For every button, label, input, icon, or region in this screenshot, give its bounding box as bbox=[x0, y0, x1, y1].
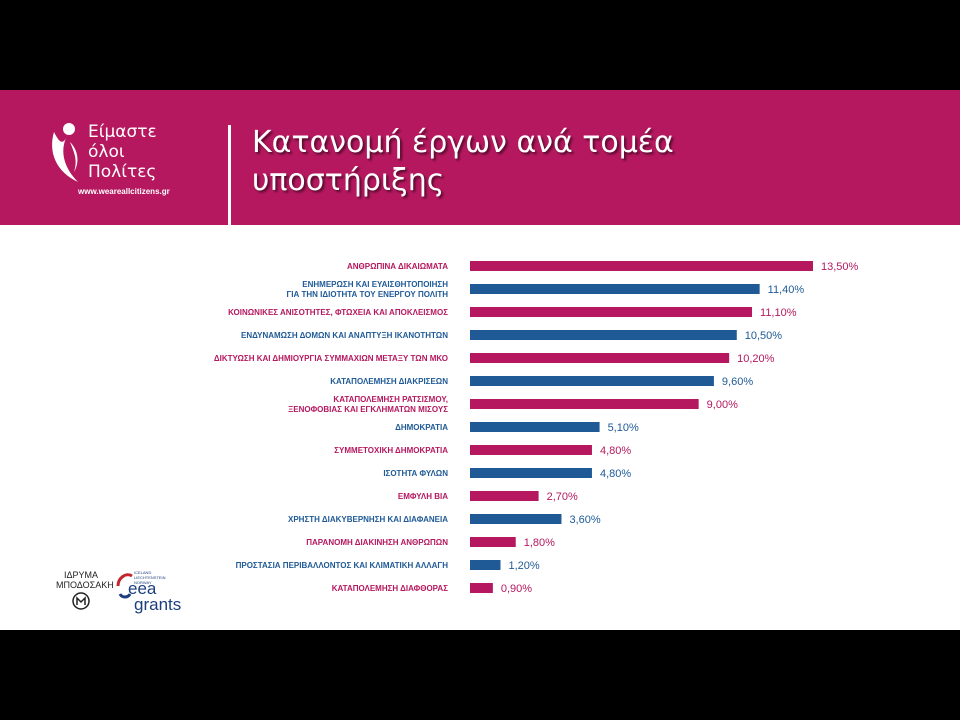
logo-url: www.weareallcitizens.gr bbox=[78, 187, 170, 196]
bar bbox=[470, 445, 592, 455]
category-label: ΠΑΡΑΝΟΜΗ ΔΙΑΚΙΝΗΣΗ ΑΝΘΡΩΠΩΝ bbox=[306, 538, 448, 547]
bar-value-label: 4,80% bbox=[600, 468, 631, 480]
category-label: ΕΝΔΥΝΑΜΩΣΗ ΔΟΜΩΝ ΚΑΙ ΑΝΑΠΤΥΞΗ ΙΚΑΝΟΤΗΤΩΝ bbox=[241, 331, 448, 340]
category-label: ΚΑΤΑΠΟΛΕΜΗΣΗ ΔΙΑΦΘΟΡΑΣ bbox=[332, 584, 448, 593]
bar bbox=[470, 330, 737, 340]
eea-grants-mark-icon bbox=[116, 573, 133, 599]
bar bbox=[470, 560, 501, 570]
category-label: ΞΕΝΟΦΟΒΙΑΣ ΚΑΙ ΕΓΚΛΗΜΑΤΩΝ ΜΙΣΟΥΣ bbox=[288, 405, 448, 414]
eea-grants-logo: ICELAND LIECHTENSTEIN NORWAY eea grants bbox=[114, 568, 194, 616]
idryma-line-2: ΜΠΟΔΟΣΑΚΗ bbox=[56, 580, 114, 590]
bar-value-label: 0,90% bbox=[501, 583, 532, 595]
bar bbox=[470, 353, 730, 363]
figure-logo-icon bbox=[52, 123, 78, 182]
bar-value-label: 11,10% bbox=[760, 307, 797, 319]
grants-text: grants bbox=[134, 595, 182, 614]
logo-line-2: όλοι bbox=[88, 142, 125, 162]
category-label: ΓΙΑ ΤΗΝ ΙΔΙΟΤΗΤΑ ΤΟΥ ΕΝΕΡΓΟΥ ΠΟΛΙΤΗ bbox=[286, 290, 448, 299]
bar-value-label: 1,20% bbox=[508, 560, 539, 572]
header-banner: Είμαστε όλοι Πολίτες www.weareallcitizen… bbox=[0, 90, 960, 225]
category-label: ΚΟΙΝΩΝΙΚΕΣ ΑΝΙΣΟΤΗΤΕΣ, ΦΤΩΧΕΙΑ ΚΑΙ ΑΠΟΚΛ… bbox=[228, 308, 448, 317]
bar-value-label: 5,10% bbox=[608, 422, 639, 434]
logo-line-1: Είμαστε bbox=[88, 122, 157, 142]
weareallcitizens-logo: Είμαστε όλοι Πολίτες www.weareallcitizen… bbox=[48, 118, 198, 203]
page-title: Κατανομή έργων ανά τομέα υποστήριξης bbox=[252, 124, 812, 200]
category-label: ΙΣΟΤΗΤΑ ΦΥΛΩΝ bbox=[383, 469, 448, 478]
eea-small-text: ICELAND LIECHTENSTEIN NORWAY bbox=[134, 570, 166, 585]
bar bbox=[470, 399, 699, 409]
bar bbox=[470, 284, 760, 294]
bar-value-label: 4,80% bbox=[600, 445, 631, 457]
category-label: ΣΥΜΜΕΤΟΧΙΚΗ ΔΗΜΟΚΡΑΤΙΑ bbox=[334, 446, 448, 455]
category-label: ΕΜΦΥΛΗ ΒΙΑ bbox=[398, 492, 448, 501]
bar-value-label: 9,00% bbox=[707, 399, 738, 411]
category-label: ΧΡΗΣΤΗ ΔΙΑΚΥΒΕΡΝΗΣΗ ΚΑΙ ΔΙΑΦΑΝΕΙΑ bbox=[288, 515, 448, 524]
bar bbox=[470, 583, 493, 593]
bar bbox=[470, 468, 592, 478]
bar bbox=[470, 376, 714, 386]
category-label: ΔΗΜΟΚΡΑΤΙΑ bbox=[395, 423, 448, 432]
logo-line-3: Πολίτες bbox=[88, 162, 157, 182]
title-line-2: υποστήριξης bbox=[252, 163, 445, 198]
bar-value-label: 9,60% bbox=[722, 376, 753, 388]
bar bbox=[470, 307, 753, 317]
bar bbox=[470, 537, 516, 547]
category-label: ΕΝΗΜΕΡΩΣΗ ΚΑΙ ΕΥΑΙΣΘΗΤΟΠΟΙΗΣΗ bbox=[302, 280, 448, 289]
bar bbox=[470, 422, 600, 432]
idryma-line-1: ΙΔΡΥΜΑ bbox=[63, 570, 99, 580]
logo-text: Είμαστε όλοι Πολίτες bbox=[88, 122, 157, 182]
category-label: ΔΙΚΤΥΩΣΗ ΚΑΙ ΔΗΜΙΟΥΡΓΙΑ ΣΥΜΜΑΧΙΩΝ ΜΕΤΑΞΥ… bbox=[214, 354, 448, 363]
bar-value-label: 2,70% bbox=[547, 491, 578, 503]
bar-value-label: 10,20% bbox=[737, 353, 775, 365]
category-label: ΑΝΘΡΩΠΙΝΑ ΔΙΚΑΙΩΜΑΤΑ bbox=[347, 262, 448, 271]
bar-value-label: 1,80% bbox=[524, 537, 555, 549]
bar-chart: 13,50% ΑΝΘΡΩΠΙΝΑ ΔΙΚΑΙΩΜΑΤΑ 11,40% ΕΝΗΜΕΡΩΣ… bbox=[214, 261, 859, 595]
header-divider bbox=[228, 125, 231, 225]
bar-value-label: 11,40% bbox=[768, 284, 805, 296]
bar bbox=[470, 491, 539, 501]
bar-value-label: 10,50% bbox=[745, 330, 783, 342]
bar-value-label: 3,60% bbox=[569, 514, 600, 526]
bar bbox=[470, 261, 813, 271]
category-label: ΚΑΤΑΠΟΛΕΜΗΣΗ ΔΙΑΚΡΙΣΕΩΝ bbox=[330, 377, 448, 386]
bar-value-label: 13,50% bbox=[821, 261, 859, 273]
bodossaki-emblem-icon bbox=[72, 592, 90, 610]
category-label: ΠΡΟΣΤΑΣΙΑ ΠΕΡΙΒΑΛΛΟΝΤΟΣ ΚΑΙ ΚΛΙΜΑΤΙΚΗ ΑΛ… bbox=[236, 561, 449, 570]
slide: Είμαστε όλοι Πολίτες www.weareallcitizen… bbox=[0, 90, 960, 630]
title-line-1: Κατανομή έργων ανά τομέα bbox=[252, 125, 674, 160]
eea-text: eea bbox=[128, 579, 157, 598]
bodossaki-foundation-logo: ΙΔΡΥΜΑ ΜΠΟΔΟΣΑΚΗ bbox=[56, 570, 114, 614]
category-label: ΚΑΤΑΠΟΛΕΜΗΣΗ ΡΑΤΣΙΣΜΟΥ, bbox=[333, 395, 448, 404]
bar bbox=[470, 514, 562, 524]
